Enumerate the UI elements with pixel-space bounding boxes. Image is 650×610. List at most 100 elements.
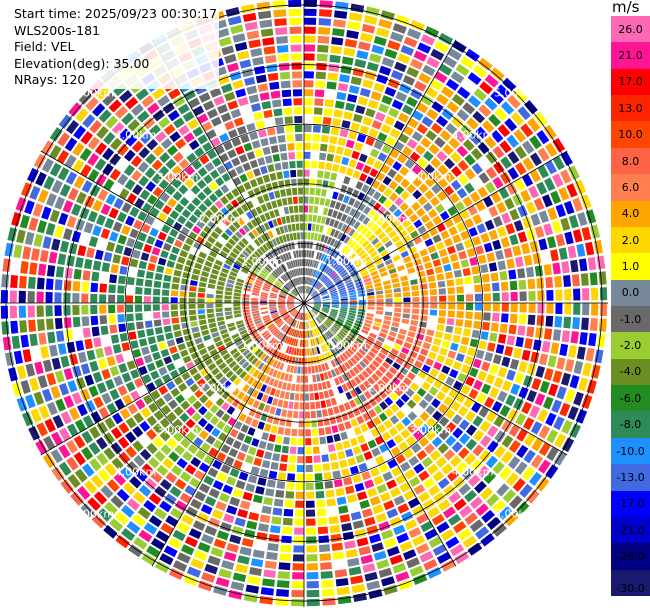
velocity-gate: [142, 374, 152, 384]
velocity-gate: [225, 242, 234, 250]
velocity-gate: [381, 275, 390, 282]
velocity-gate: [281, 382, 288, 390]
velocity-gate: [290, 251, 295, 259]
velocity-gate: [204, 358, 214, 366]
velocity-gate: [507, 167, 519, 180]
velocity-gate: [393, 434, 404, 444]
velocity-gate: [369, 332, 377, 339]
velocity-gate: [309, 289, 315, 296]
velocity-gate: [546, 446, 559, 461]
velocity-gate: [274, 117, 284, 126]
velocity-gate: [116, 211, 127, 223]
velocity-gate: [242, 394, 250, 403]
velocity-gate: [83, 480, 98, 494]
velocity-gate: [594, 349, 604, 364]
velocity-gate: [219, 272, 228, 278]
velocity-gate: [385, 371, 394, 380]
velocity-gate: [353, 221, 361, 230]
velocity-gate: [472, 415, 484, 428]
velocity-gate: [353, 258, 361, 266]
velocity-gate: [146, 442, 158, 455]
velocity-gate: [331, 326, 339, 333]
velocity-gate: [229, 271, 238, 277]
velocity-gate: [367, 99, 379, 110]
velocity-gate: [343, 236, 351, 244]
velocity-gate: [139, 420, 151, 432]
velocity-gate: [168, 451, 180, 463]
velocity-gate: [380, 271, 389, 278]
velocity-gate: [474, 293, 483, 302]
velocity-gate: [322, 305, 330, 309]
velocity-gate: [452, 234, 462, 244]
velocity-gate: [426, 56, 440, 69]
velocity-gate: [309, 348, 313, 356]
velocity-gate: [257, 350, 264, 358]
velocity-gate: [295, 330, 299, 338]
start-time-text: Start time: 2025/09/23 00:30:17: [14, 6, 218, 21]
velocity-gate: [10, 274, 18, 288]
velocity-gate: [478, 104, 492, 118]
velocity-gate: [277, 399, 284, 408]
velocity-gate: [392, 254, 401, 262]
velocity-gate: [370, 91, 382, 101]
velocity-gate: [260, 296, 268, 300]
velocity-gate: [277, 256, 283, 264]
velocity-gate: [112, 221, 123, 233]
velocity-gate: [146, 102, 160, 115]
velocity-gate: [486, 440, 499, 453]
velocity-gate: [311, 419, 318, 428]
velocity-gate: [395, 453, 406, 465]
velocity-gate: [287, 317, 293, 325]
velocity-gate: [427, 506, 440, 518]
velocity-gate: [36, 277, 45, 290]
velocity-gate: [373, 405, 383, 415]
velocity-gate: [460, 259, 470, 268]
velocity-gate: [321, 323, 328, 330]
velocity-gate: [324, 255, 331, 264]
velocity-gate: [163, 545, 178, 558]
velocity-gate: [311, 347, 315, 356]
velocity-gate: [250, 208, 258, 217]
velocity-gate: [234, 313, 242, 318]
velocity-gate: [360, 345, 369, 353]
velocity-gate: [386, 438, 397, 449]
velocity-gate: [304, 223, 308, 231]
velocity-gate: [337, 137, 347, 147]
velocity-gate: [323, 171, 331, 180]
velocity-gate: [297, 178, 303, 186]
velocity-gate: [400, 44, 415, 56]
velocity-gate: [16, 229, 26, 244]
velocity-gate: [301, 357, 304, 365]
velocity-gate: [474, 311, 482, 320]
velocity-gate: [28, 217, 39, 231]
velocity-gate: [324, 332, 330, 340]
velocity-gate: [2, 258, 11, 273]
velocity-gate: [315, 224, 320, 232]
velocity-gate: [248, 446, 257, 456]
velocity-gate: [309, 187, 315, 196]
velocity-gate: [278, 143, 287, 152]
velocity-gate: [313, 305, 321, 309]
velocity-gate: [346, 319, 354, 325]
velocity-gate: [436, 93, 449, 106]
velocity-gate: [329, 350, 335, 358]
velocity-gate: [323, 321, 331, 328]
velocity-gate: [250, 418, 259, 428]
velocity-gate: [106, 356, 116, 367]
velocity-gate: [312, 308, 319, 313]
velocity-gate: [283, 436, 290, 445]
velocity-gate: [28, 426, 41, 441]
velocity-gate: [430, 48, 445, 61]
velocity-gate: [199, 276, 208, 283]
velocity-gate: [201, 271, 210, 278]
velocity-gate: [65, 119, 80, 135]
velocity-gate: [501, 292, 509, 302]
velocity-gate: [432, 215, 442, 226]
velocity-gate: [390, 446, 401, 457]
velocity-gate: [367, 198, 377, 208]
velocity-gate: [188, 97, 201, 109]
velocity-gate: [313, 251, 318, 259]
velocity-gate: [294, 509, 304, 517]
velocity-gate: [460, 56, 475, 69]
velocity-gate: [486, 410, 497, 423]
